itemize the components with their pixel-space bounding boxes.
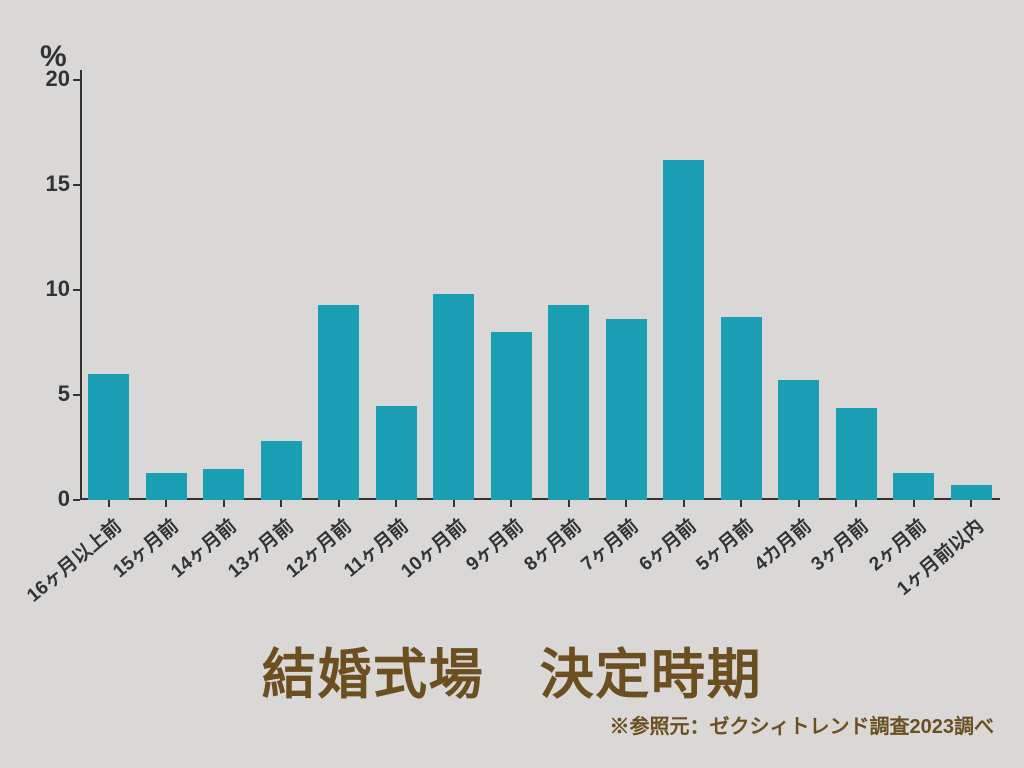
bar [663, 160, 704, 500]
bar [951, 485, 992, 500]
x-tick-label: 9ヶ月前 [459, 512, 528, 576]
bars-container: 16ヶ月以上前15ヶ月前14ヶ月前13ヶ月前12ヶ月前11ヶ月前10ヶ月前9ヶ月… [80, 80, 1000, 500]
bar [88, 374, 129, 500]
bar-slot: 9ヶ月前 [483, 80, 541, 500]
x-tick-mark [568, 500, 570, 507]
bar-slot: 8ヶ月前 [540, 80, 598, 500]
x-tick-mark [108, 500, 110, 507]
bar-slot: 14ヶ月前 [195, 80, 253, 500]
x-tick-label: 4カ月前 [747, 512, 816, 576]
bar [893, 473, 934, 500]
y-tick-label: 5 [30, 381, 70, 407]
bar-slot: 11ヶ月前 [368, 80, 426, 500]
y-tick-mark [73, 289, 80, 291]
x-tick-label: 7ヶ月前 [574, 512, 643, 576]
x-tick-label: 6ヶ月前 [632, 512, 701, 576]
bar [146, 473, 187, 500]
x-tick-mark [280, 500, 282, 507]
bar [836, 408, 877, 500]
y-tick-mark [73, 499, 80, 501]
y-tick-label: 20 [30, 66, 70, 92]
x-tick-mark [395, 500, 397, 507]
bar-slot: 10ヶ月前 [425, 80, 483, 500]
citation-text: ※参照元：ゼクシィトレンド調査2023調べ [610, 710, 995, 739]
x-tick-mark [453, 500, 455, 507]
y-tick-mark [73, 79, 80, 81]
bar [548, 305, 589, 500]
x-tick-mark [970, 500, 972, 507]
bar-slot: 6ヶ月前 [655, 80, 713, 500]
x-tick-mark [855, 500, 857, 507]
y-tick-label: 10 [30, 276, 70, 302]
x-tick-mark [338, 500, 340, 507]
bar [778, 380, 819, 500]
y-tick-label: 15 [30, 171, 70, 197]
bar-slot: 3ヶ月前 [828, 80, 886, 500]
x-tick-mark [683, 500, 685, 507]
bar [491, 332, 532, 500]
plot-area: 16ヶ月以上前15ヶ月前14ヶ月前13ヶ月前12ヶ月前11ヶ月前10ヶ月前9ヶ月… [80, 80, 1000, 500]
bar [433, 294, 474, 500]
bar [376, 406, 417, 501]
y-tick-mark [73, 394, 80, 396]
bar-slot: 15ヶ月前 [138, 80, 196, 500]
x-tick-mark [740, 500, 742, 507]
chart-title: 結婚式場 決定時期 [0, 630, 1024, 709]
chart-area: % 16ヶ月以上前15ヶ月前14ヶ月前13ヶ月前12ヶ月前11ヶ月前10ヶ月前9… [30, 40, 1000, 510]
bar-slot: 1ヶ月前以内 [943, 80, 1001, 500]
bar [203, 469, 244, 501]
x-tick-mark [165, 500, 167, 507]
bar [721, 317, 762, 500]
y-tick-label: 0 [30, 486, 70, 512]
bar-slot: 4カ月前 [770, 80, 828, 500]
bar-slot: 16ヶ月以上前 [80, 80, 138, 500]
bar-slot: 7ヶ月前 [598, 80, 656, 500]
x-tick-mark [625, 500, 627, 507]
x-tick-mark [798, 500, 800, 507]
bar [606, 319, 647, 500]
x-tick-label: 8ヶ月前 [517, 512, 586, 576]
bar-slot: 5ヶ月前 [713, 80, 771, 500]
x-tick-mark [913, 500, 915, 507]
x-tick-mark [223, 500, 225, 507]
y-tick-mark [73, 184, 80, 186]
x-tick-mark [510, 500, 512, 507]
bar [318, 305, 359, 500]
bar [261, 441, 302, 500]
x-tick-label: 3ヶ月前 [804, 512, 873, 576]
x-tick-label: 5ヶ月前 [689, 512, 758, 576]
bar-slot: 12ヶ月前 [310, 80, 368, 500]
bar-slot: 2ヶ月前 [885, 80, 943, 500]
bar-slot: 13ヶ月前 [253, 80, 311, 500]
